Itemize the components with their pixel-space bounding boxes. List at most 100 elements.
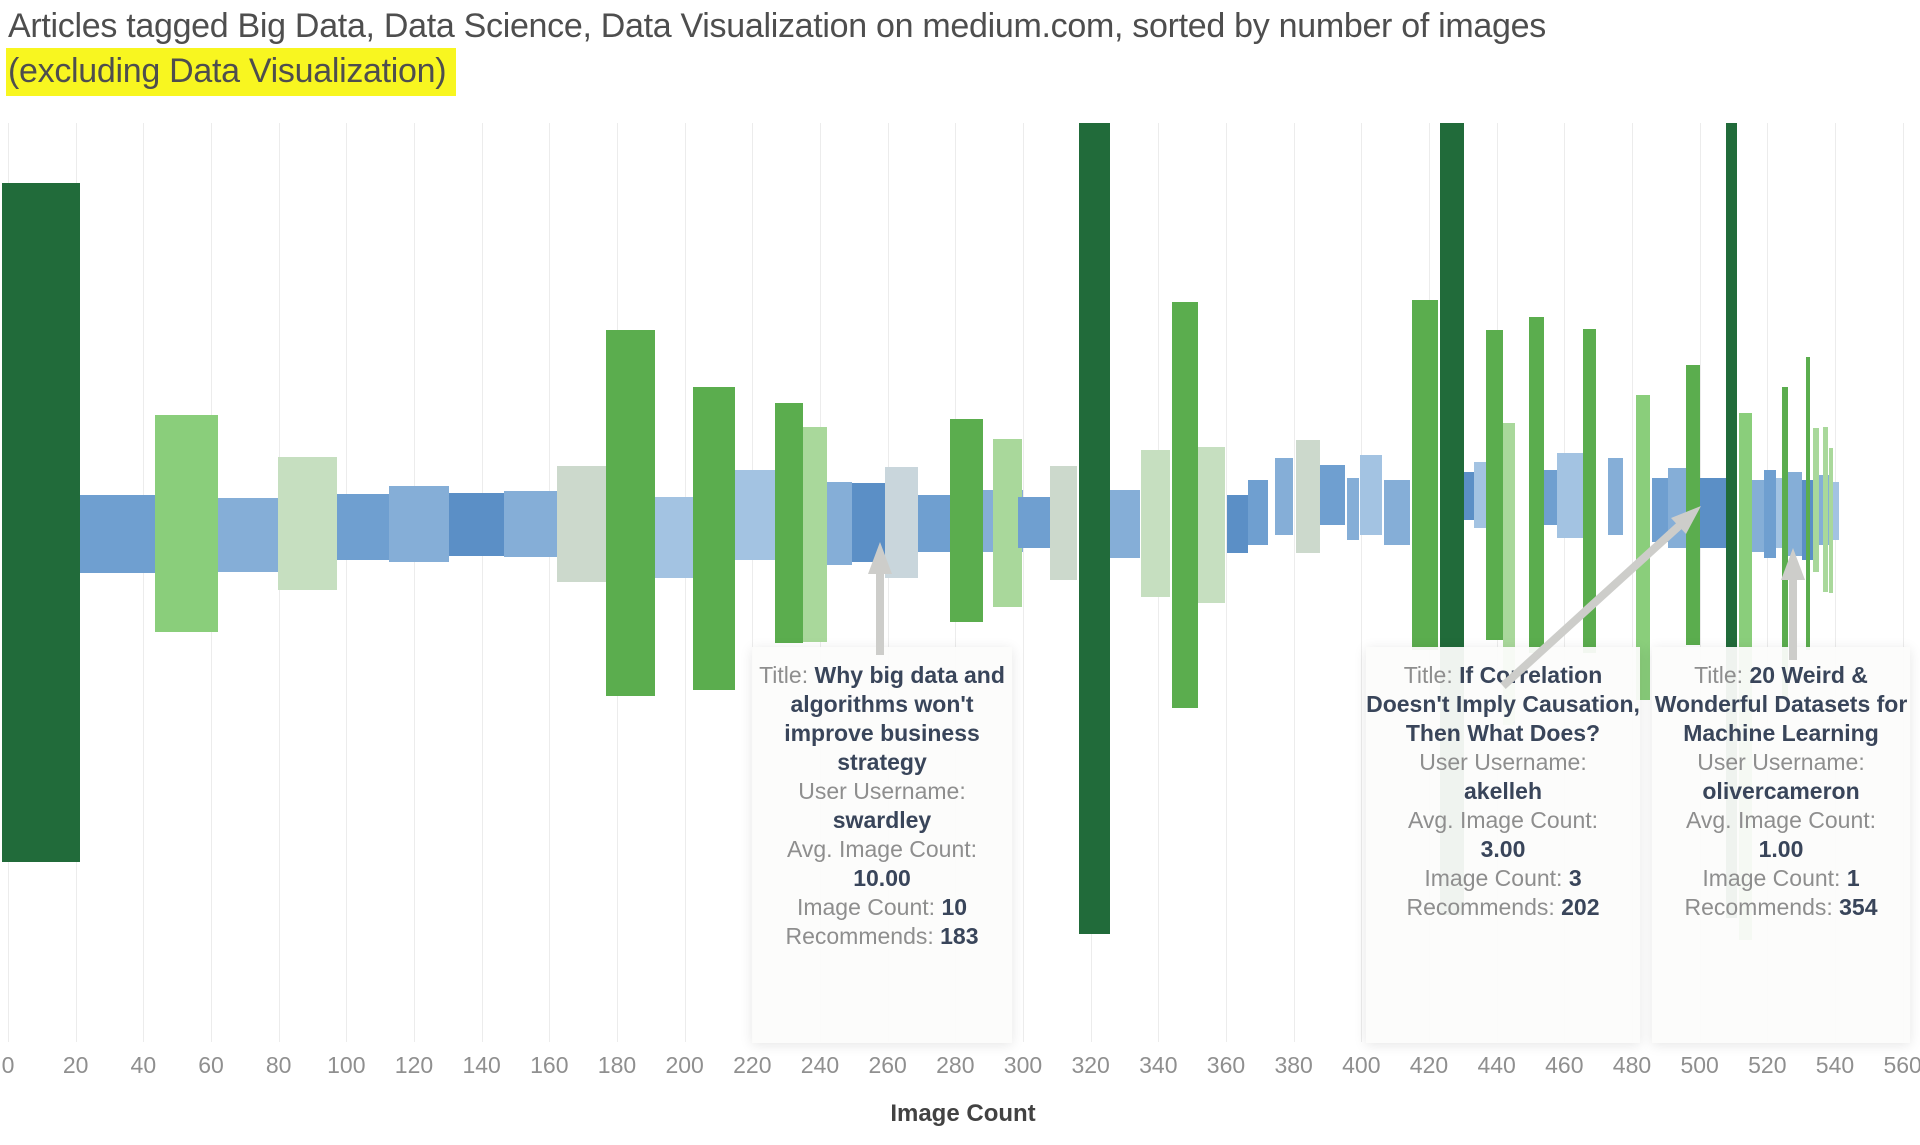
bar-segment-blueDark[interactable] (449, 493, 504, 556)
bar-segment-blueDark[interactable] (852, 483, 885, 562)
bar-segment-blueLight[interactable] (1833, 482, 1839, 540)
x-tick-label: 460 (1545, 1052, 1584, 1078)
bar-segment-blue1[interactable] (337, 494, 389, 560)
bar-segment-blue1[interactable] (1652, 478, 1668, 542)
bar-segment-greenDark[interactable] (1079, 123, 1110, 934)
recommends-value: 183 (940, 923, 979, 949)
gridline (887, 123, 889, 1042)
bar-segment-greenLighter[interactable] (803, 427, 827, 642)
avg-image-count-value: 1.00 (1758, 836, 1804, 862)
tooltip-title-line: Title: If Correlation Doesn't Imply Caus… (1366, 661, 1640, 748)
bar-segment-blueDark[interactable] (1700, 478, 1726, 548)
username-value: olivercameron (1702, 778, 1860, 804)
bar-segment-blueLight[interactable] (655, 497, 693, 578)
gridline (752, 123, 754, 1042)
x-tick-label: 360 (1206, 1052, 1246, 1078)
bar-segment-green[interactable] (1412, 300, 1438, 650)
gridline (1293, 123, 1295, 1042)
bar-segment-grayGreen[interactable] (1296, 440, 1320, 553)
bar-segment-blue2[interactable] (1110, 490, 1140, 558)
bar-segment-greenLighter[interactable] (1829, 448, 1833, 593)
bar-segment-green[interactable] (693, 387, 735, 690)
x-tick-label: 380 (1274, 1052, 1313, 1078)
bar-segment-greenLighter[interactable] (1813, 428, 1819, 572)
bar-segment-blueLight[interactable] (1474, 462, 1486, 528)
image-count-value: 10 (941, 894, 968, 920)
tooltip-title-line: Title: 20 Weird & Wonderful Datasets for… (1652, 661, 1910, 748)
bar-segment-blue2[interactable] (1275, 458, 1293, 535)
bar-segment-grayGreen[interactable] (1050, 466, 1077, 580)
x-tick-label: 420 (1409, 1052, 1449, 1078)
x-tick-label: 540 (1815, 1052, 1855, 1078)
gridline (1225, 123, 1227, 1042)
bar-segment-blue1[interactable] (1320, 465, 1345, 525)
bar-segment-blue2[interactable] (1608, 458, 1623, 535)
bar-segment-green[interactable] (775, 403, 803, 643)
gridline (684, 123, 686, 1042)
bar-segment-green[interactable] (1782, 387, 1788, 697)
bar-segment-blue1[interactable] (1764, 470, 1776, 558)
x-tick-label: 160 (530, 1052, 569, 1078)
bar-segment-blueDark[interactable] (1227, 495, 1248, 553)
bar-segment-blue1[interactable] (1544, 470, 1557, 525)
bar-segment-blue2[interactable] (827, 482, 852, 565)
recommends-value: 354 (1839, 894, 1878, 920)
bar-segment-green[interactable] (606, 330, 655, 696)
bar-segment-blue1[interactable] (1248, 480, 1268, 545)
bar-segment-blue2[interactable] (1347, 478, 1359, 540)
bar-segment-greenLighter[interactable] (993, 439, 1022, 607)
bar-segment-blue1[interactable] (1018, 497, 1050, 548)
recommends-value: 202 (1561, 894, 1600, 920)
tooltip-swardley: Title: Why big data and algorithms won't… (752, 647, 1012, 1043)
avg-image-count-value: 3.00 (1480, 836, 1526, 862)
bar-segment-blue2[interactable] (504, 491, 557, 557)
bar-segment-green[interactable] (1686, 365, 1700, 645)
bar-segment-greenPale[interactable] (278, 457, 337, 590)
bar-segment-blueLight[interactable] (1776, 478, 1786, 548)
bar-segment-blue2[interactable] (1668, 468, 1686, 548)
username-label: User Username: (1697, 749, 1865, 775)
image-count-line: Image Count: 1 (1652, 864, 1910, 893)
username-value: swardley (832, 807, 932, 833)
bar-segment-green[interactable] (1529, 317, 1544, 653)
bar-segment-blueLight[interactable] (1360, 455, 1382, 535)
bar-segment-greenPale[interactable] (1198, 447, 1225, 603)
bar-segment-blueLight[interactable] (735, 470, 775, 560)
x-tick-label: 480 (1612, 1052, 1652, 1078)
bar-segment-blue2[interactable] (1752, 480, 1764, 552)
title-line1: Articles tagged Big Data, Data Science, … (8, 7, 1546, 45)
bar-segment-green[interactable] (1172, 302, 1198, 708)
bar-segment-greenLighter[interactable] (1823, 427, 1828, 592)
bar-segment-paleBlueGray[interactable] (885, 467, 918, 578)
bar-segment-blue2[interactable] (218, 498, 278, 572)
image-count-label: Image Count: (796, 894, 936, 920)
bar-segment-blue2[interactable] (1384, 480, 1410, 545)
bar-segment-greenDark[interactable] (2, 183, 80, 862)
bar-segment-green[interactable] (1583, 329, 1596, 653)
bar-segment-greenDark[interactable] (1726, 123, 1737, 918)
bar-segment-blue1[interactable] (80, 495, 156, 573)
x-tick-label: 560 (1883, 1052, 1920, 1078)
bar-segment-grayGreen[interactable] (557, 466, 606, 582)
title-value: 20 Weird & Wonderful Datasets for Machin… (1654, 662, 1908, 746)
bar-segment-blue1[interactable] (918, 495, 950, 552)
bar-segment-greenPale[interactable] (1141, 450, 1170, 597)
x-tick-label: 320 (1071, 1052, 1110, 1078)
bar-segment-green[interactable] (950, 419, 983, 622)
x-tick-label: 120 (394, 1052, 434, 1078)
bar-segment-green[interactable] (1806, 357, 1810, 650)
recommends-line: Recommends: 183 (752, 922, 1012, 951)
bar-segment-blueDark[interactable] (1464, 472, 1474, 520)
bar-segment-green[interactable] (1486, 330, 1503, 640)
avg-image-count-label: Avg. Image Count: (786, 836, 978, 862)
x-tick-label: 500 (1680, 1052, 1719, 1078)
bar-segment-greenLight[interactable] (155, 415, 218, 632)
image-count-line: Image Count: 10 (752, 893, 1012, 922)
x-tick-label: 100 (327, 1052, 366, 1078)
bar-segment-blue2[interactable] (389, 486, 449, 562)
image-count-label: Image Count: (1424, 865, 1563, 891)
title-value: Why big data and algorithms won't improv… (784, 662, 1005, 775)
bar-segment-blue2[interactable] (1788, 472, 1802, 556)
x-tick-label: 300 (1003, 1052, 1043, 1078)
